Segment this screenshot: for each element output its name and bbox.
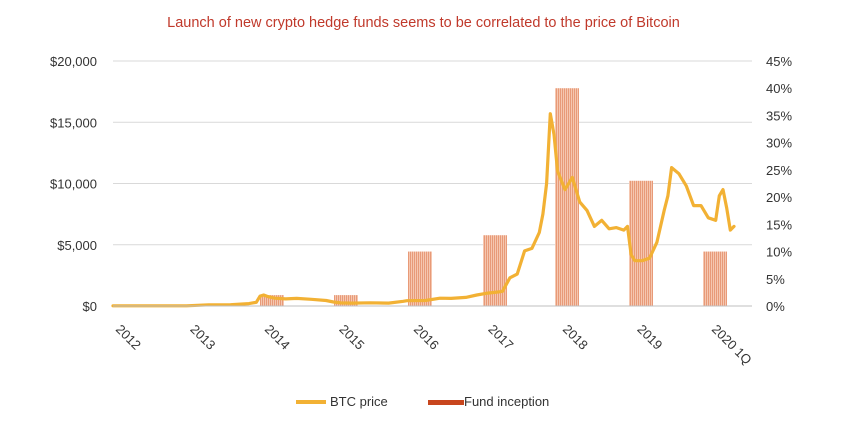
right-tick-label: 15% — [766, 217, 792, 232]
x-tick-label: 2020 1Q — [709, 322, 755, 368]
bar-fund-inception-2017 — [483, 235, 507, 306]
legend-label-btc-price: BTC price — [330, 394, 388, 409]
right-tick-label: 0% — [766, 299, 785, 314]
x-tick-label: 2018 — [560, 322, 591, 353]
x-tick-label: 2012 — [113, 322, 144, 353]
legend-label-fund-inception: Fund inception — [464, 394, 549, 409]
right-tick-label: 40% — [766, 81, 792, 96]
right-tick-label: 20% — [766, 190, 792, 205]
line-series-btc-price — [111, 112, 736, 308]
legend-swatch-fund-inception — [428, 400, 464, 405]
legend: BTC price Fund inception — [296, 394, 549, 409]
left-tick-label: $0 — [83, 299, 97, 314]
gridlines — [113, 60, 752, 246]
left-tick-label: $5,000 — [57, 238, 97, 253]
bar-fund-inception-2018 — [555, 88, 579, 306]
right-tick-label: 5% — [766, 272, 785, 287]
chart-title: Launch of new crypto hedge funds seems t… — [167, 15, 680, 31]
left-tick-label: $15,000 — [50, 115, 97, 130]
right-tick-label: 45% — [766, 54, 792, 69]
left-axis-tick-labels: $0 $5,000 $10,000 $15,000 $20,000 — [50, 54, 97, 314]
bar-fund-inception-2020 1Q — [703, 251, 727, 306]
x-tick-label: 2013 — [187, 322, 218, 353]
x-tick-label: 2016 — [411, 322, 442, 353]
x-tick-label: 2015 — [336, 322, 367, 353]
right-tick-label: 35% — [766, 108, 792, 123]
x-tick-label: 2019 — [634, 322, 665, 353]
left-tick-label: $20,000 — [50, 54, 97, 69]
bar-fund-inception-2015 — [334, 295, 358, 306]
btc-price-line — [111, 112, 736, 308]
bar-fund-inception-2014 — [260, 295, 284, 306]
x-tick-label: 2014 — [262, 322, 293, 353]
right-tick-label: 30% — [766, 136, 792, 151]
x-tick-label: 2017 — [485, 322, 516, 353]
bar-fund-inception-2016 — [408, 251, 432, 306]
bar-fund-inception-2019 — [629, 180, 653, 306]
left-tick-label: $10,000 — [50, 177, 97, 192]
right-tick-label: 25% — [766, 163, 792, 178]
x-axis-tick-labels: 2012 2013 2014 2015 2016 2017 2018 2019 2020 1Q — [113, 322, 755, 368]
right-axis-tick-labels: 0% 5% 10% 15% 20% 25% 30% 35% 40% 45% — [766, 54, 792, 314]
bar-series-fund-inception — [260, 88, 727, 306]
right-tick-label: 10% — [766, 245, 792, 260]
